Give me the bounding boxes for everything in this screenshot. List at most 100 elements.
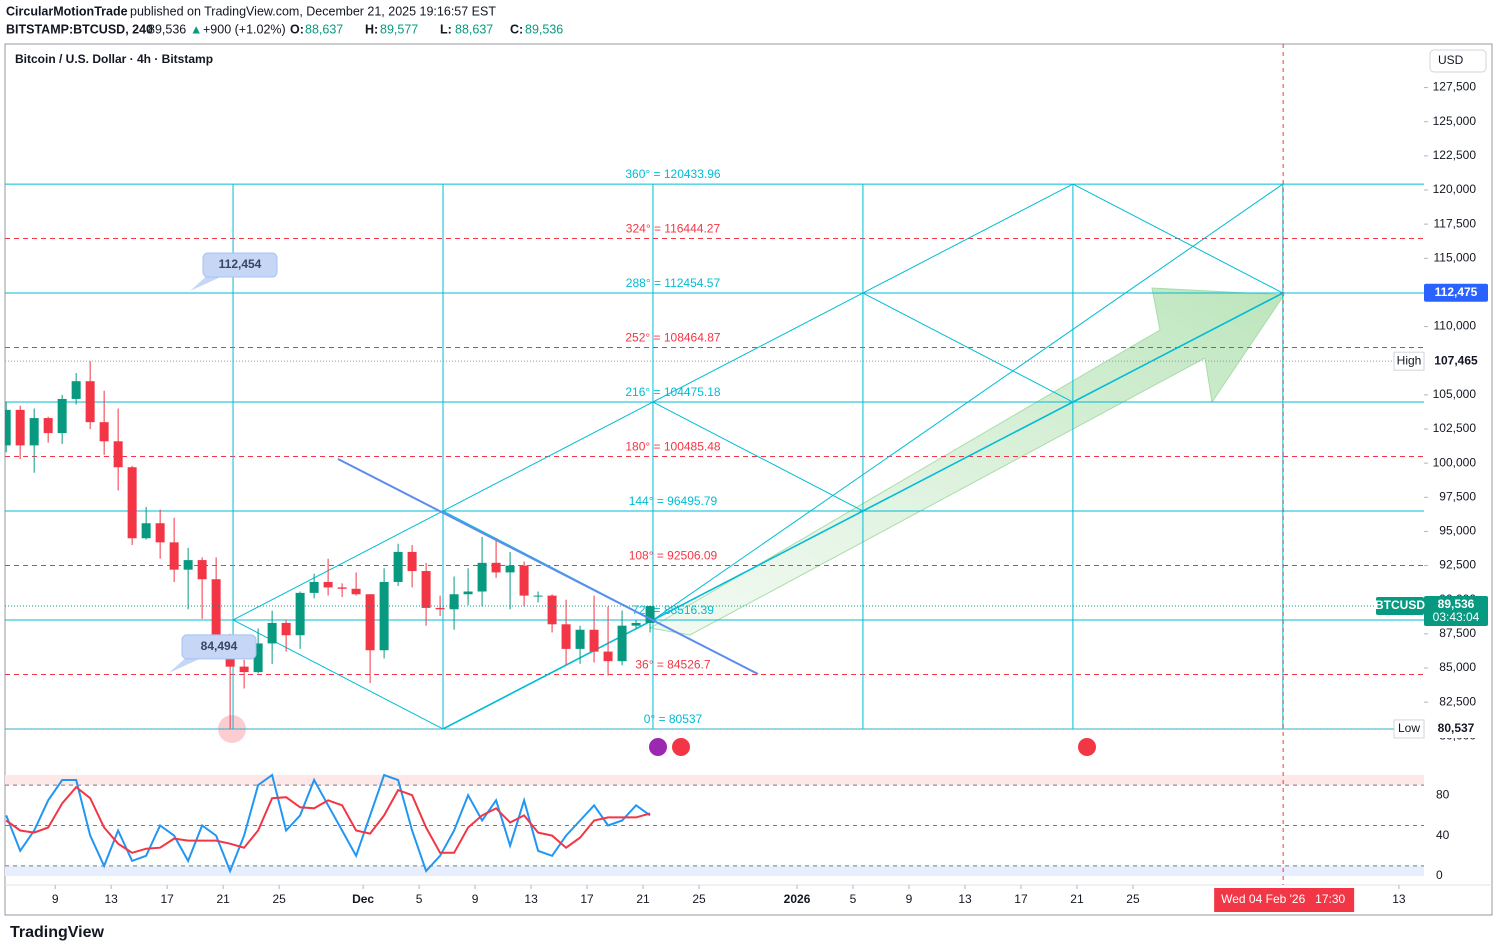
gann-diagonal <box>652 401 864 512</box>
y-tick-label: 102,500 <box>1433 421 1477 435</box>
price-tag-name-box <box>1393 351 1425 371</box>
callout-label: 112,454 <box>219 257 262 271</box>
price-tag-label: 107,465 <box>1434 353 1478 367</box>
y-tick-label: 127,500 <box>1433 80 1477 94</box>
osc-line <box>5 785 651 854</box>
candle-body <box>323 581 333 588</box>
gann-diagonal <box>652 183 1284 621</box>
gann-level-label: 144° = 96495.79 <box>629 494 718 508</box>
x-tick-label: 17 <box>1014 892 1028 906</box>
candle-body <box>603 651 613 662</box>
price-tag-label: 112,475 <box>1435 285 1478 299</box>
candle-body <box>617 625 627 662</box>
oversold-band <box>5 865 1424 876</box>
y-tick-label: 122,500 <box>1433 148 1477 162</box>
candle-body <box>421 571 431 608</box>
last-tag-name: BTCUSD <box>1375 598 1425 612</box>
ohlc-value: 89,536 <box>525 22 563 36</box>
x-tick-label: 17 <box>580 892 594 906</box>
x-tick-label: 13 <box>958 892 972 906</box>
ohlc-key: H: <box>365 22 378 36</box>
osc-tick-label: 80 <box>1436 787 1450 801</box>
price-tag-name: Low <box>1398 721 1420 735</box>
candle-body <box>57 398 67 434</box>
gann-level-label: 108° = 92506.09 <box>629 549 718 563</box>
gann-level-label: 288° = 112454.57 <box>626 276 721 290</box>
gann-level-label: 180° = 100485.48 <box>625 440 721 454</box>
candle-body <box>435 607 445 610</box>
candle-body <box>519 565 529 596</box>
trendline <box>337 458 759 675</box>
y-tick-label: 87,500 <box>1439 626 1476 640</box>
chart-title: Bitcoin / U.S. Dollar · 4h · Bitstamp <box>15 52 213 66</box>
ohlc-value: 88,637 <box>305 22 343 36</box>
price-tag-name: High <box>1397 353 1422 367</box>
candle-body <box>253 643 263 673</box>
x-tick-label: 13 <box>1392 892 1406 906</box>
x-tick-label: 9 <box>52 892 59 906</box>
gann-level-label: 252° = 108464.87 <box>625 331 721 345</box>
candle-body <box>141 523 151 539</box>
x-tick-label: 5 <box>850 892 857 906</box>
y-tick-label: 120,000 <box>1433 182 1477 196</box>
candle-body <box>169 542 179 570</box>
price-tag <box>1424 352 1488 371</box>
candle-body <box>491 562 501 573</box>
candle-body <box>505 565 515 573</box>
ohlc-key: O: <box>290 22 304 36</box>
candle-body <box>645 606 655 623</box>
currency-button[interactable] <box>1429 49 1487 73</box>
y-tick-label: 82,500 <box>1439 694 1476 708</box>
candle-body <box>15 409 25 446</box>
ohlc-value: 88,637 <box>455 22 493 36</box>
x-tick-label: 21 <box>216 892 230 906</box>
cursor-box <box>1214 888 1355 912</box>
candle-body <box>267 622 277 644</box>
candle-body <box>295 592 305 636</box>
candle-body <box>575 629 585 649</box>
candle-body <box>393 551 403 582</box>
price-tag-label: 80,537 <box>1438 721 1475 735</box>
ohlc-key: C: <box>510 22 523 36</box>
candle-body <box>449 594 459 610</box>
x-tick-label: 25 <box>272 892 286 906</box>
candle-body <box>309 581 319 593</box>
osc-tick-label: 0 <box>1436 868 1443 882</box>
candle-body <box>463 591 473 595</box>
candle-body <box>337 587 347 589</box>
candle-body <box>547 595 557 625</box>
change: +900 (+1.02%) <box>203 22 286 36</box>
gann-level-label: 324° = 116444.27 <box>626 222 721 236</box>
candle-body <box>5 409 11 446</box>
projection-arrow <box>648 287 1285 636</box>
candle-body <box>99 422 109 442</box>
last-price: 89,536 <box>148 22 186 36</box>
candle-body <box>407 551 417 572</box>
author: CircularMotionTrade <box>6 4 128 18</box>
candle-body <box>155 523 165 543</box>
x-tick-label: 9 <box>472 892 479 906</box>
y-tick-label: 117,500 <box>1434 216 1477 230</box>
candle-body <box>43 418 53 434</box>
gann-level-label: 360° = 120433.96 <box>625 167 721 181</box>
y-tick-label: 95,000 <box>1439 524 1476 538</box>
ohlc-value: 89,577 <box>380 22 418 36</box>
last-tag <box>1424 596 1488 627</box>
ohlc-key: L: <box>440 22 452 36</box>
y-tick-label: 85,000 <box>1439 660 1476 674</box>
brand: TradingView <box>10 924 105 941</box>
candle-body <box>239 666 249 673</box>
y-tick-label: 105,000 <box>1433 387 1477 401</box>
candle-body <box>113 441 123 468</box>
y-tick-label: 110,000 <box>1434 319 1477 333</box>
x-tick-label: 13 <box>524 892 538 906</box>
event-icons <box>649 738 1096 756</box>
price-tag <box>1424 283 1488 302</box>
candle-body <box>365 594 375 651</box>
candle-body <box>533 595 543 597</box>
x-tick-label: Dec <box>352 892 374 906</box>
currency: USD <box>1438 53 1464 67</box>
